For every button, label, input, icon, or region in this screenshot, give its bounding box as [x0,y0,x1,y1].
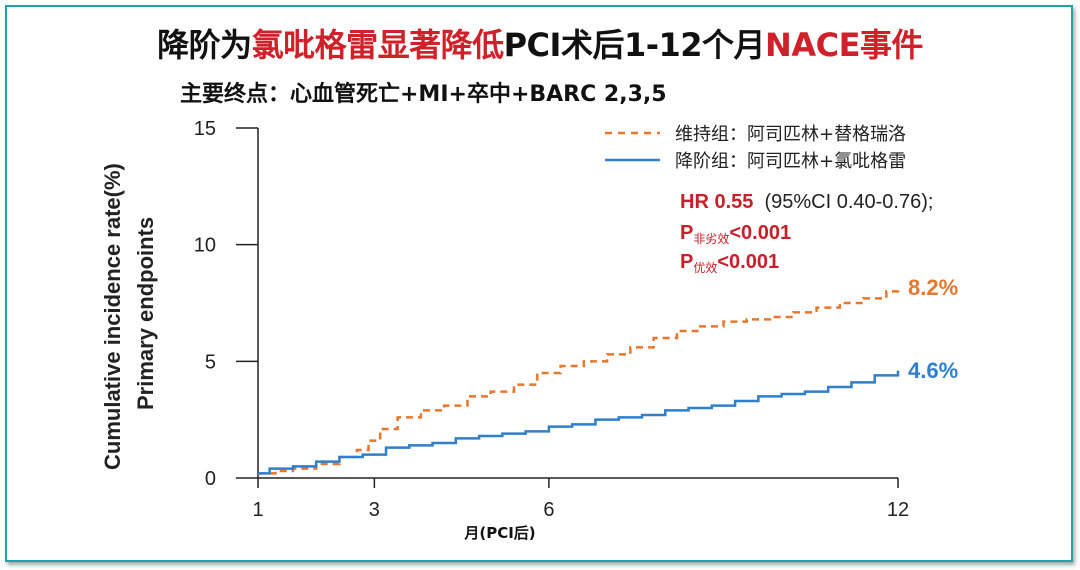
hr-value: HR 0.55 [680,191,753,213]
y-axis-label-1: Cumulative incidence rate(%) [100,163,125,470]
blue-end-label: 4.6% [908,358,958,383]
legend-blue-label: 降阶组：阿司匹林+氯吡格雷 [675,151,906,172]
hr-ci: (95%CI 0.40-0.76); [764,191,933,213]
y-tick-label: 0 [205,468,216,490]
p2-sub: 优效 [693,260,717,275]
y-tick-label: 5 [205,351,216,373]
series-line-deescalation [258,370,900,475]
title-part-3: PCI术后1-12个月 [503,26,766,64]
x-tick-label: 6 [543,499,554,521]
y-axis-label-2: Primary endpoints [133,217,158,410]
slide-frame [5,5,1073,562]
chart-axes [257,128,898,479]
y-tick-label: 10 [194,235,216,257]
p1-sub: 非劣效 [693,231,729,246]
orange-end-label: 8.2% [908,275,958,300]
p-noninferiority-line: P非劣效<0.001 [680,222,791,246]
x-tick-label: 1 [252,499,263,521]
x-axis-label: 月(PCI后) [463,524,535,542]
y-tick-label: 15 [194,118,216,140]
slide-title: 降阶为氯吡格雷显著降低PCI术后1-12个月NACE事件 [0,20,1080,66]
p1-main: P [680,222,693,244]
title-part-1: 降阶为 [157,26,252,64]
x-tick-label: 12 [887,499,909,521]
p-superiority-line: P优效<0.001 [680,251,779,275]
chart-series [258,286,900,475]
p2-main: P [680,251,693,273]
chart-ticks: 0 5 10 15 1 3 6 12 [194,118,909,521]
legend-orange-label: 维持组：阿司匹林+替格瑞洛 [675,124,906,145]
p2-value: <0.001 [717,251,779,273]
hazard-ratio-line: HR 0.55 (95%CI 0.40-0.76); [680,191,933,213]
slide-subtitle: 主要终点：心血管死亡+MI+卒中+BARC 2,3,5 [180,82,667,107]
title-part-2: 氯吡格雷显著降低 [251,26,505,64]
p1-value: <0.001 [729,222,791,244]
series-line-maintenance [258,286,900,475]
title-part-4: NACE事件 [765,26,923,64]
x-tick-label: 3 [369,499,380,521]
